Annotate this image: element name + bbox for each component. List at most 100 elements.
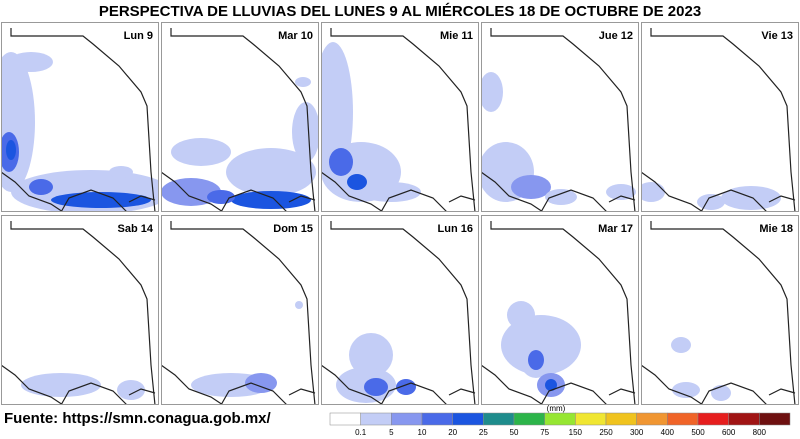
legend-label: 0.1 (355, 428, 367, 437)
panel-label: Mie 11 (440, 30, 473, 42)
rain-area (109, 166, 133, 178)
rain-area (361, 182, 421, 202)
legend-swatch (513, 412, 545, 426)
legend-label: 500 (691, 428, 705, 437)
map-panel: Lun 16 (321, 215, 479, 405)
panel-label: Sab 14 (118, 223, 154, 235)
panel-bg (641, 215, 799, 405)
legend-label: 250 (599, 428, 613, 437)
rain-area (349, 333, 393, 377)
rain-area (321, 76, 332, 88)
rain-area (711, 385, 731, 401)
panel-frame (481, 215, 639, 405)
rain-area (545, 379, 557, 391)
legend-swatch (575, 412, 607, 426)
rain-area (29, 179, 53, 195)
legend-label: 5 (389, 428, 394, 437)
title: PERSPECTIVA DE LLUVIAS DEL LUNES 9 AL MI… (99, 3, 701, 20)
rain-area (511, 175, 551, 199)
map-panel: Mar 17 (481, 215, 639, 405)
panel-label: Dom 15 (273, 223, 313, 235)
legend-label: 10 (418, 428, 427, 437)
legend-label: 300 (630, 428, 644, 437)
rain-area (295, 301, 303, 309)
legend-label: 25 (479, 428, 488, 437)
map-panel: Dom 15 (161, 215, 319, 405)
legend-unit: (mm) (547, 404, 566, 413)
rain-area (51, 192, 151, 208)
map-panel: Jue 12 (481, 22, 639, 212)
panel-label: Lun 9 (124, 30, 153, 42)
panel-frame (161, 22, 319, 212)
legend-swatch (421, 412, 453, 426)
rain-area (347, 174, 367, 190)
rain-area (721, 186, 781, 210)
map-panel: Mar 10 (161, 22, 319, 212)
legend-label: 75 (540, 428, 549, 437)
legend-swatch (329, 412, 361, 426)
map-panel: Mie 11 (321, 22, 479, 212)
rain-area (697, 194, 725, 210)
rain-area (21, 373, 101, 397)
panel-frame (1, 22, 159, 212)
rain-area (481, 72, 503, 112)
legend-swatch (544, 412, 576, 426)
panel-frame (1, 215, 159, 405)
legend-swatch (483, 412, 515, 426)
panel-frame (481, 22, 639, 212)
panel-label: Jue 12 (599, 30, 633, 42)
panel-label: Vie 13 (761, 30, 793, 42)
panel-frame (161, 215, 319, 405)
panel-frame (321, 215, 479, 405)
rain-area (528, 350, 544, 370)
rain-area (161, 178, 221, 206)
panel-bg (1, 215, 159, 405)
rain-area (641, 182, 665, 202)
rain-area (245, 373, 277, 393)
rain-area (231, 191, 311, 209)
rain-area (507, 301, 535, 329)
map-panel: Lun 9 (1, 22, 159, 212)
panel-bg (641, 22, 799, 212)
legend-swatch (636, 412, 668, 426)
rain-area (295, 77, 311, 87)
panel-frame (641, 215, 799, 405)
rain-area (292, 102, 319, 162)
rain-area (364, 378, 388, 396)
rain-area (672, 382, 700, 398)
rain-area (545, 189, 577, 205)
map-panel: Mie 18 (641, 215, 799, 405)
panel-bg (481, 215, 639, 405)
panel-label: Lun 16 (438, 223, 473, 235)
legend-label: 600 (722, 428, 736, 437)
map-panel: Vie 13 (641, 22, 799, 212)
legend-swatch (667, 412, 699, 426)
legend-swatch (697, 412, 729, 426)
rain-area (606, 184, 636, 200)
legend-label: 50 (510, 428, 519, 437)
legend-swatch (728, 412, 760, 426)
legend-label: 20 (448, 428, 457, 437)
legend-swatch (391, 412, 423, 426)
legend-label: 150 (569, 428, 583, 437)
rain-area (226, 148, 316, 196)
panel-label: Mar 17 (598, 223, 633, 235)
rain-area (6, 140, 16, 160)
panel-frame (321, 22, 479, 212)
panel-frame (641, 22, 799, 212)
source: Fuente: https://smn.conagua.gob.mx/ (4, 410, 272, 427)
rain-area (329, 148, 353, 176)
rain-area (117, 380, 145, 400)
map-panel: Sab 14 (1, 215, 159, 405)
legend-swatch (360, 412, 392, 426)
legend-swatch (759, 412, 791, 426)
rain-area (171, 138, 231, 166)
rain-area (9, 52, 53, 72)
rain-area (671, 337, 691, 353)
panel-label: Mar 10 (278, 30, 313, 42)
legend-label: 400 (661, 428, 675, 437)
legend-label: 800 (753, 428, 767, 437)
legend-swatch (605, 412, 637, 426)
